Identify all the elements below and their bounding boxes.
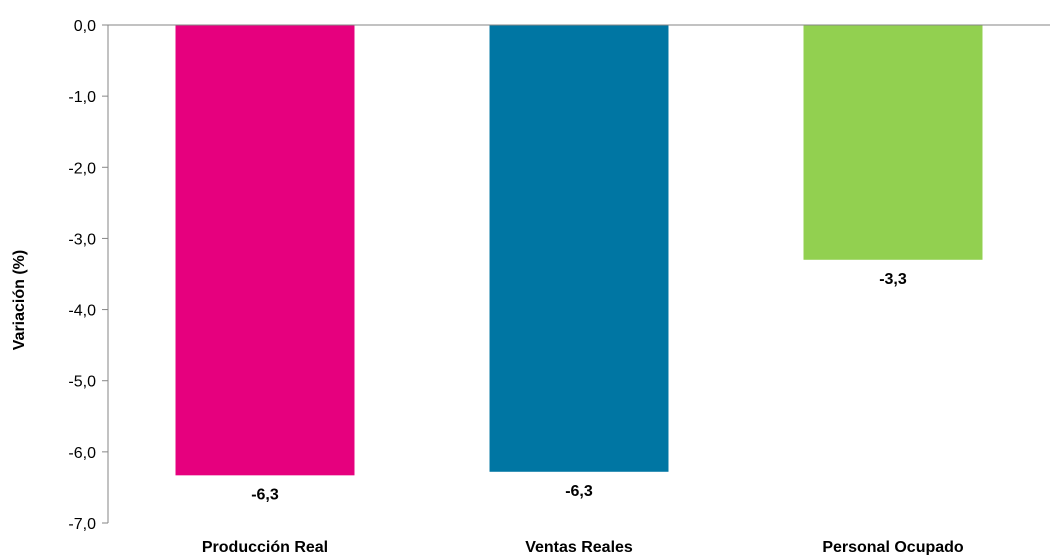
y-tick-label: -2,0 [68, 160, 96, 177]
category-label: Personal Ocupado [822, 539, 964, 555]
category-labels: Producción Real Ventas Reales Personal Ocu… [202, 539, 964, 555]
y-tick-label: -7,0 [68, 516, 96, 533]
category-label: Producción Real [202, 539, 328, 555]
y-tick-label: 0,0 [74, 18, 96, 35]
bar [175, 25, 355, 476]
y-axis-title: Variación (%) [11, 250, 28, 350]
category-label: Ventas Reales [525, 539, 633, 555]
data-label: -6,3 [251, 486, 279, 503]
y-tick-label: -3,0 [68, 231, 96, 248]
bar [489, 25, 669, 472]
y-tick-label: -6,0 [68, 445, 96, 462]
y-tick-label: -1,0 [68, 89, 96, 106]
data-label: -6,3 [565, 483, 593, 500]
data-label: -3,3 [879, 271, 907, 288]
bar [803, 25, 983, 260]
y-tick-label: -4,0 [68, 303, 96, 320]
data-labels: -6,3 -6,3 -3,3 [251, 271, 907, 504]
bars [175, 25, 983, 476]
y-axis-ticks: 0,0 -1,0 -2,0 -3,0 -4,0 -5,0 -6,0 -7,0 [68, 18, 108, 533]
y-tick-label: -5,0 [68, 374, 96, 391]
